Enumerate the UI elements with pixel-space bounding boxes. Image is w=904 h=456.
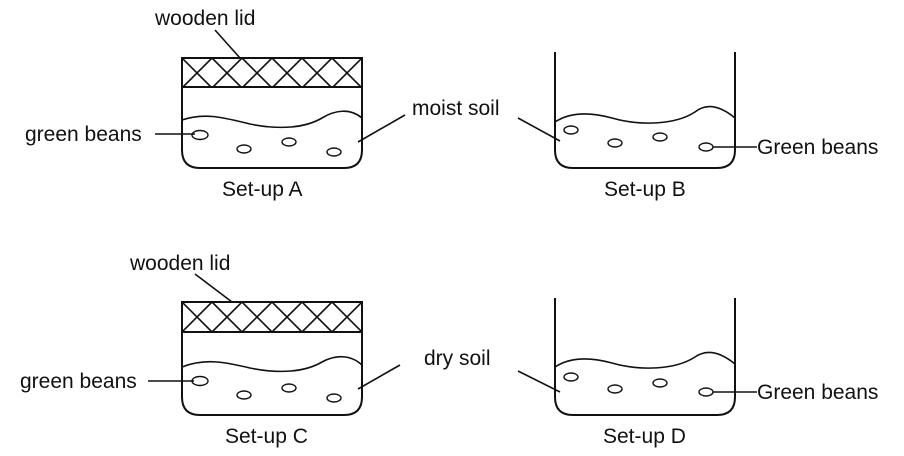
setup-b-green-beans — [563, 125, 714, 152]
bean — [652, 132, 668, 142]
label-a-moist-soil: moist soil — [412, 97, 500, 120]
setup-b-container — [554, 52, 736, 169]
caption-setup-c: Set-up C — [225, 425, 308, 448]
leader-line-c-soil — [357, 364, 401, 390]
bean — [191, 129, 209, 141]
setup-d-green-beans — [563, 372, 714, 397]
label-c-wooden-lid: wooden lid — [129, 252, 230, 275]
label-c-dry-soil: dry soil — [424, 347, 491, 370]
label-c-green-beans: green beans — [20, 370, 137, 393]
bean — [281, 137, 297, 147]
setup-a: wooden lid green beans moist soil Set-up… — [25, 7, 500, 201]
setup-b: Green beans Set-up B — [517, 52, 878, 201]
bean — [236, 390, 252, 400]
setup-a-soil-surface — [181, 110, 363, 129]
leader-line-d-soil — [517, 370, 561, 393]
bean — [563, 372, 579, 382]
caption-setup-d: Set-up D — [603, 425, 686, 448]
bean — [191, 375, 209, 387]
caption-setup-b: Set-up B — [604, 178, 686, 201]
label-b-green-beans: Green beans — [757, 136, 878, 159]
leader-line-a-soil — [357, 114, 406, 143]
setup-d: Green beans Set-up D — [517, 298, 878, 448]
bean — [698, 142, 714, 152]
label-d-green-beans: Green beans — [757, 381, 878, 404]
setup-d-soil-surface — [554, 351, 736, 369]
setup-a-wooden-lid — [181, 57, 363, 88]
setup-c-soil-surface — [181, 355, 363, 373]
label-a-wooden-lid: wooden lid — [154, 7, 255, 30]
label-a-green-beans: green beans — [25, 123, 142, 146]
setup-c-container — [181, 332, 363, 416]
setup-c-green-beans — [191, 375, 342, 403]
bean — [698, 387, 714, 397]
caption-setup-a: Set-up A — [222, 178, 303, 201]
bean — [326, 393, 342, 403]
bean — [326, 147, 342, 157]
bean — [236, 144, 252, 154]
bean — [652, 378, 668, 388]
setup-c-wooden-lid — [181, 301, 363, 333]
bean — [281, 383, 297, 393]
setup-a-green-beans — [191, 129, 342, 157]
bean — [607, 384, 623, 394]
leader-line-b-soil — [517, 117, 561, 142]
bean — [607, 138, 623, 148]
leader-line-a-lid — [214, 29, 241, 59]
bean — [563, 125, 579, 135]
setup-c: wooden lid green beans dry soil Set-up C — [20, 252, 491, 448]
setup-d-container — [554, 298, 736, 416]
setup-b-soil-surface — [554, 105, 736, 124]
setup-a-container — [181, 87, 363, 169]
leader-line-c-lid — [194, 273, 233, 303]
